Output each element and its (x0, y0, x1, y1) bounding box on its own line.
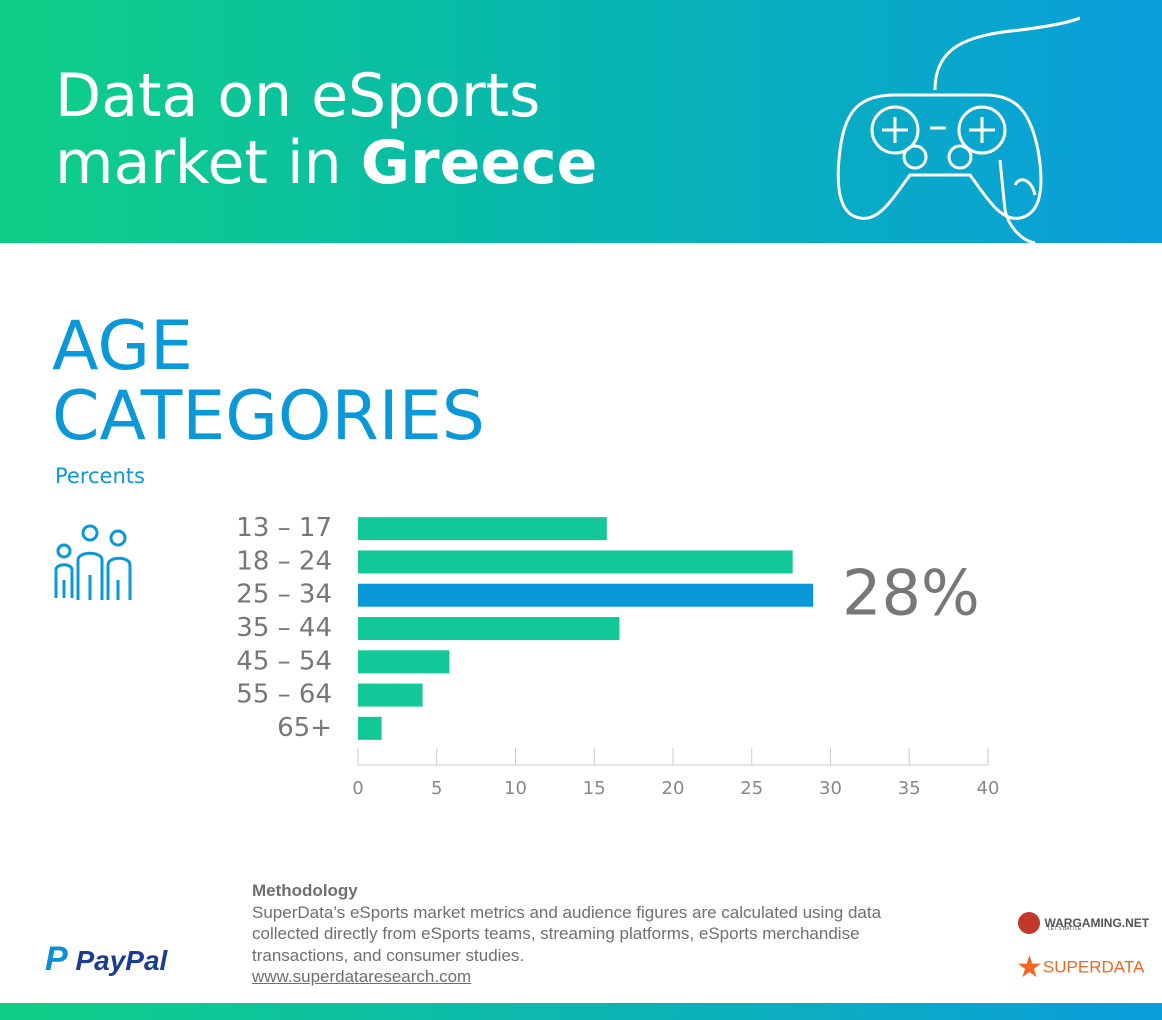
chart-subtitle: Percents (55, 464, 145, 488)
y-tick-label: 65+ (277, 713, 332, 743)
title-emphasis: Greece (360, 128, 598, 198)
header: Data on eSports market in Greece (0, 0, 1162, 243)
superdata-logo: ★SUPERDATA (1016, 951, 1145, 984)
controller-icon (836, 16, 1080, 243)
methodology-text: SuperData’s eSports market metrics and a… (252, 902, 882, 965)
x-tick-label: 25 (740, 778, 763, 799)
x-tick-label: 30 (819, 778, 842, 799)
methodology-title: Methodology (252, 881, 358, 900)
bottom-strip (0, 1003, 1162, 1020)
link[interactable]: www.superdataresearch.com (252, 967, 472, 986)
bar (358, 617, 620, 640)
y-tick-label: 35 – 44 (236, 613, 332, 643)
y-tick-label: 55 – 64 (236, 680, 332, 710)
people-icon (54, 524, 132, 600)
x-tick-label: 20 (662, 778, 685, 799)
x-tick-label: 10 (504, 778, 527, 799)
y-tick-label: 13 – 17 (236, 513, 332, 543)
bar (358, 683, 423, 707)
bar (358, 550, 793, 574)
y-tick-label: 25 – 34 (236, 580, 332, 610)
x-tick-label: 15 (583, 778, 606, 799)
y-tick-label: 45 – 54 (236, 646, 332, 676)
x-tick-label: 5 (431, 778, 442, 799)
bar (358, 517, 607, 541)
paypal-text: PayPal (75, 945, 168, 976)
bar (358, 716, 382, 740)
superdata-text: SUPERDATA (1042, 957, 1145, 977)
title-text: market in (55, 128, 361, 198)
x-tick-label: 0 (352, 778, 363, 799)
y-tick-label: 18 – 24 (236, 546, 332, 576)
paypal-logo: P PayPal (45, 940, 168, 978)
chart-title: AGE CATEGORIES (52, 307, 485, 456)
x-tick-label: 35 (898, 778, 921, 799)
wargaming-logo: WARGAMING.NET LET'S BATTLE (1018, 912, 1150, 934)
annotation: 28% (842, 556, 980, 629)
title-line: market in Greece (55, 133, 597, 193)
bar (358, 650, 450, 674)
methodology: Methodology SuperData’s eSports market m… (252, 880, 952, 988)
wargaming-tagline: LET'S BATTLE (1048, 926, 1082, 932)
title-line: Data on eSports (55, 61, 541, 131)
x-tick-label: 40 (977, 778, 1000, 799)
wargaming-text: WARGAMING.NET (1044, 916, 1150, 930)
bar (358, 583, 814, 607)
